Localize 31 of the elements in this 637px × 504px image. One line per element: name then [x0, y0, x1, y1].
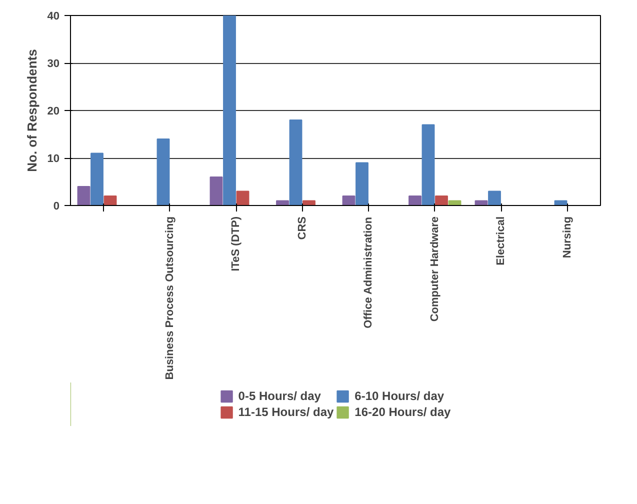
bar [90, 152, 104, 206]
bar [223, 16, 236, 206]
bar [342, 196, 356, 206]
bar [236, 190, 250, 206]
legend-label: 0-5 Hours/ day [238, 389, 321, 403]
y-axis-title: No. of Respondents [24, 49, 40, 172]
bar [289, 120, 302, 206]
bar [210, 176, 223, 206]
y-tick-label: 10 [47, 153, 60, 165]
legend-label: 6-10 Hours/ day [354, 389, 444, 403]
bar [104, 196, 117, 206]
x-tick-label: Electrical [495, 216, 508, 266]
bar [156, 138, 170, 206]
legend-label: 11-15 Hours/ day [238, 405, 334, 419]
bar [488, 190, 501, 206]
x-tick-label: CRS [296, 216, 308, 240]
bar [422, 124, 435, 206]
x-tick-label: ITeS (DTP) [230, 216, 242, 272]
x-tick-label: Office Administration [362, 216, 375, 328]
x-tick-label: Computer Hardware [428, 216, 441, 322]
y-tick-label: 30 [47, 58, 60, 70]
y-tick-label: 20 [47, 106, 60, 118]
legend-label: 16-20 Hours/ day [354, 405, 451, 419]
y-tick-label: 0 [53, 200, 60, 212]
x-tick-label: Nursing [561, 216, 574, 258]
bar [408, 196, 422, 206]
x-tick-label: Business Process Outsourcing [164, 216, 176, 380]
bar [356, 162, 368, 206]
bar [435, 196, 448, 206]
bar [77, 186, 90, 206]
y-tick-label: 40 [47, 10, 60, 22]
